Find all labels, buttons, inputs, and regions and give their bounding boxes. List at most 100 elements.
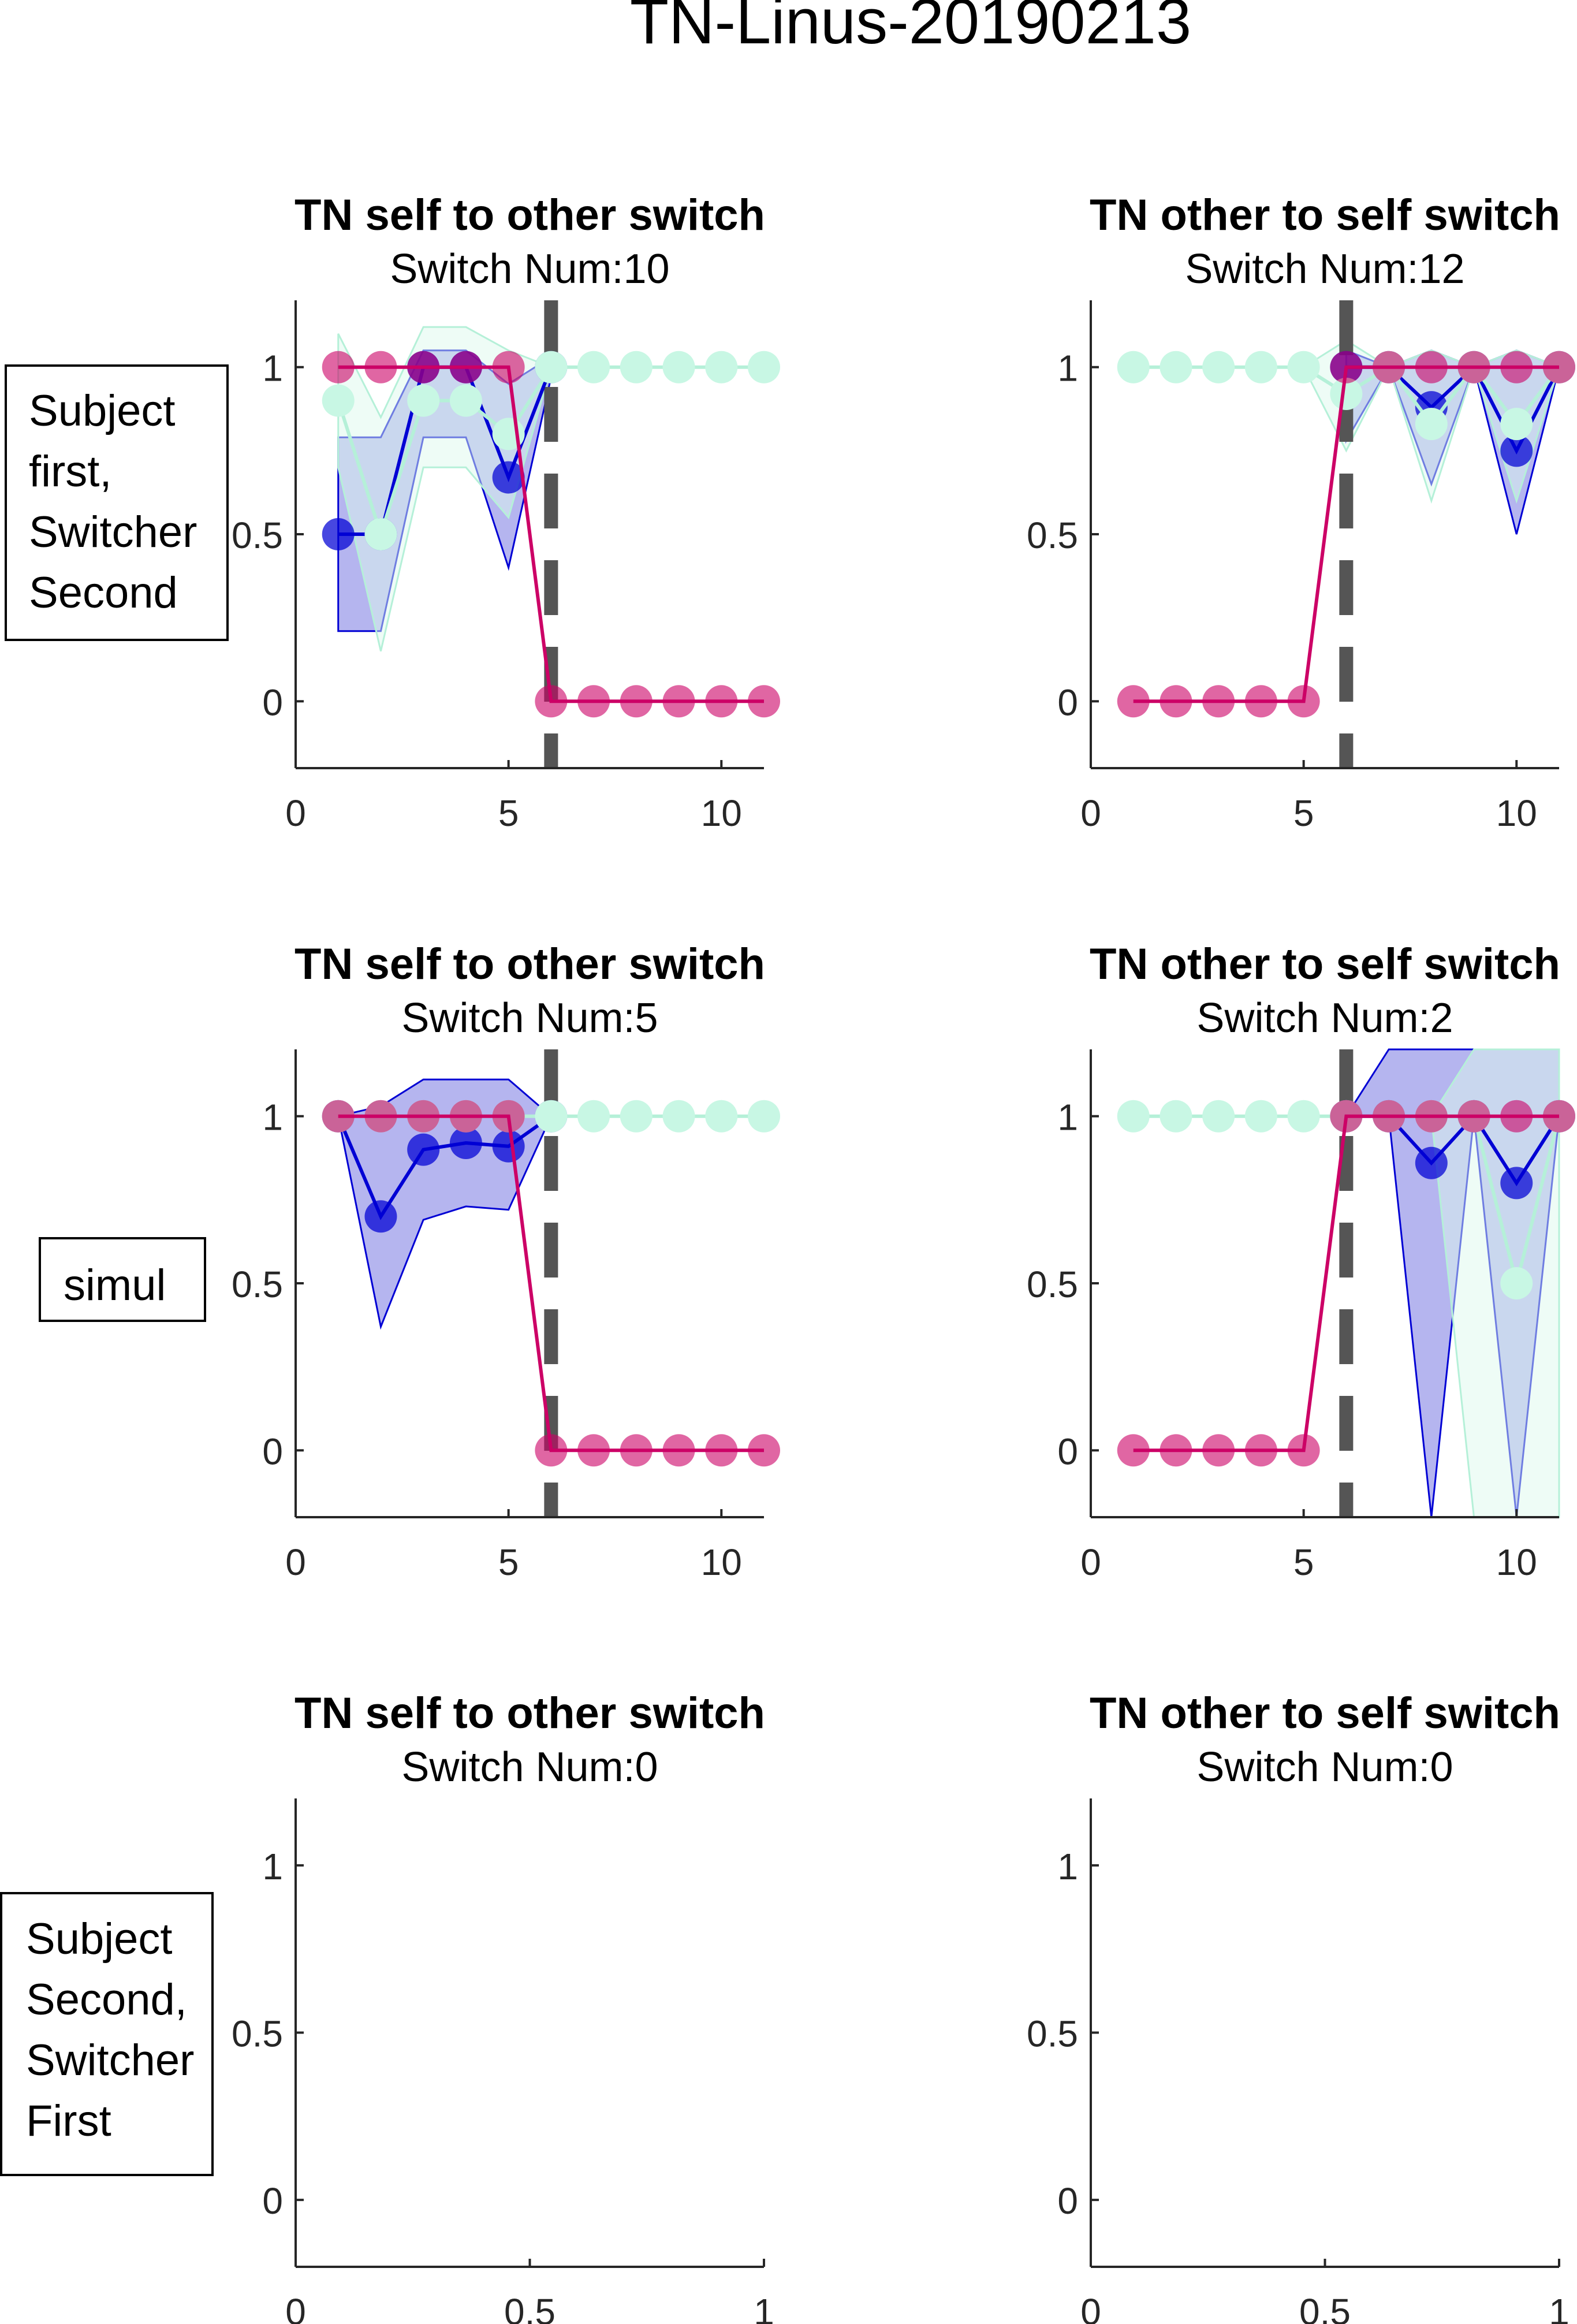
row-label-line: first,	[29, 447, 112, 496]
magenta-point	[1287, 685, 1320, 718]
x-tick-label: 10	[701, 1541, 742, 1583]
magenta-point	[577, 685, 610, 718]
magenta-point	[1244, 1434, 1277, 1467]
magenta-point	[1500, 351, 1533, 383]
x-tick-label: 0	[285, 792, 306, 834]
panel-subtitle: Switch Num:5	[401, 995, 658, 1041]
mint-point	[1287, 351, 1320, 383]
blue-point	[492, 461, 525, 494]
y-tick-label: 1	[1057, 1846, 1078, 1887]
mint-point	[577, 351, 610, 383]
row-label-line: simul	[64, 1261, 166, 1310]
y-tick-label: 1	[262, 348, 283, 389]
mint-point	[748, 1100, 780, 1133]
mint-point	[449, 384, 482, 417]
row-label-line: First	[26, 2096, 111, 2146]
mint-point	[620, 1100, 653, 1133]
magenta-point	[492, 1100, 525, 1133]
plot-area	[322, 1049, 780, 1517]
magenta-point	[1373, 1100, 1405, 1133]
magenta-point	[449, 1100, 482, 1133]
row-label-line: Second,	[26, 1975, 187, 2024]
y-tick-label: 0	[262, 1431, 283, 1472]
panel-subtitle: Switch Num:0	[401, 1744, 658, 1790]
y-tick-label: 0.5	[1027, 515, 1078, 556]
magenta-point	[1415, 1100, 1448, 1133]
magenta-point	[577, 1434, 610, 1467]
panel-title: TN other to self switch	[1090, 191, 1560, 240]
mint-point	[662, 1100, 695, 1133]
x-tick-label: 5	[1293, 792, 1314, 834]
magenta-point	[1244, 685, 1277, 718]
mint-point	[705, 351, 738, 383]
x-tick-label: 0	[1080, 1541, 1101, 1583]
panel-subtitle: Switch Num:10	[390, 246, 669, 292]
row-label-line: Switcher	[26, 2036, 194, 2085]
x-tick-label: 10	[1496, 792, 1537, 834]
figure-title: TN-Linus-20190213	[630, 0, 1191, 57]
blue-point	[1500, 434, 1533, 467]
x-tick-label: 10	[1496, 1541, 1537, 1583]
x-tick-label: 0	[1080, 792, 1101, 834]
blue-point	[407, 1133, 440, 1166]
mint-point	[662, 351, 695, 383]
magenta-point	[535, 1434, 568, 1467]
magenta-point	[620, 685, 653, 718]
mint-point	[748, 351, 780, 383]
magenta-point	[1415, 351, 1448, 383]
magenta-point	[705, 685, 738, 718]
mint-point	[1244, 1100, 1277, 1133]
plot-area	[1117, 300, 1575, 768]
mint-point	[705, 1100, 738, 1133]
magenta-point	[662, 685, 695, 718]
panel-subtitle: Switch Num:12	[1185, 246, 1464, 292]
row-label: Subject Second, Switcher First	[0, 1892, 214, 2176]
magenta-point	[322, 1100, 355, 1133]
panel-title: TN self to other switch	[294, 1689, 765, 1738]
magenta-point	[322, 351, 355, 383]
y-tick-label: 1	[1057, 348, 1078, 389]
x-tick-label: 0.5	[504, 2291, 556, 2324]
x-tick-label: 0	[285, 1541, 306, 1583]
row-label: simul	[39, 1237, 206, 1322]
x-tick-label: 5	[498, 792, 519, 834]
magenta-point	[1500, 1100, 1533, 1133]
mint-point	[1202, 351, 1235, 383]
mint-point	[1500, 1267, 1533, 1299]
mint-point	[577, 1100, 610, 1133]
magenta-point	[1457, 351, 1490, 383]
panel-subtitle: Switch Num:2	[1196, 995, 1453, 1041]
x-tick-label: 0.5	[1299, 2291, 1351, 2324]
magenta-point	[492, 351, 525, 383]
panel-title: TN other to self switch	[1090, 940, 1560, 989]
mint-point	[1330, 378, 1363, 410]
row-label-line: Subject	[26, 1915, 173, 1964]
mint-point	[620, 351, 653, 383]
panel: TN self to other switch Switch Num:0 0 0.5 1…	[232, 1689, 774, 2324]
y-tick-label: 0	[262, 681, 283, 723]
magenta-point	[407, 1100, 440, 1133]
panel-title: TN self to other switch	[294, 191, 765, 240]
mint-point	[1244, 351, 1277, 383]
mint-point	[1160, 351, 1192, 383]
magenta-point	[535, 685, 568, 718]
panel-title: TN self to other switch	[294, 940, 765, 989]
x-tick-label: 1	[1549, 2291, 1569, 2324]
magenta-point	[1330, 351, 1363, 383]
row-label-line: Subject	[29, 386, 176, 435]
y-tick-label: 1	[262, 1846, 283, 1887]
magenta-point	[1160, 685, 1192, 718]
mint-point	[1160, 1100, 1192, 1133]
magenta-point	[705, 1434, 738, 1467]
mint-point	[535, 351, 568, 383]
y-tick-label: 0	[1057, 681, 1078, 723]
magenta-point	[364, 351, 397, 383]
blue-point	[1500, 1167, 1533, 1200]
magenta-point	[1117, 1434, 1150, 1467]
